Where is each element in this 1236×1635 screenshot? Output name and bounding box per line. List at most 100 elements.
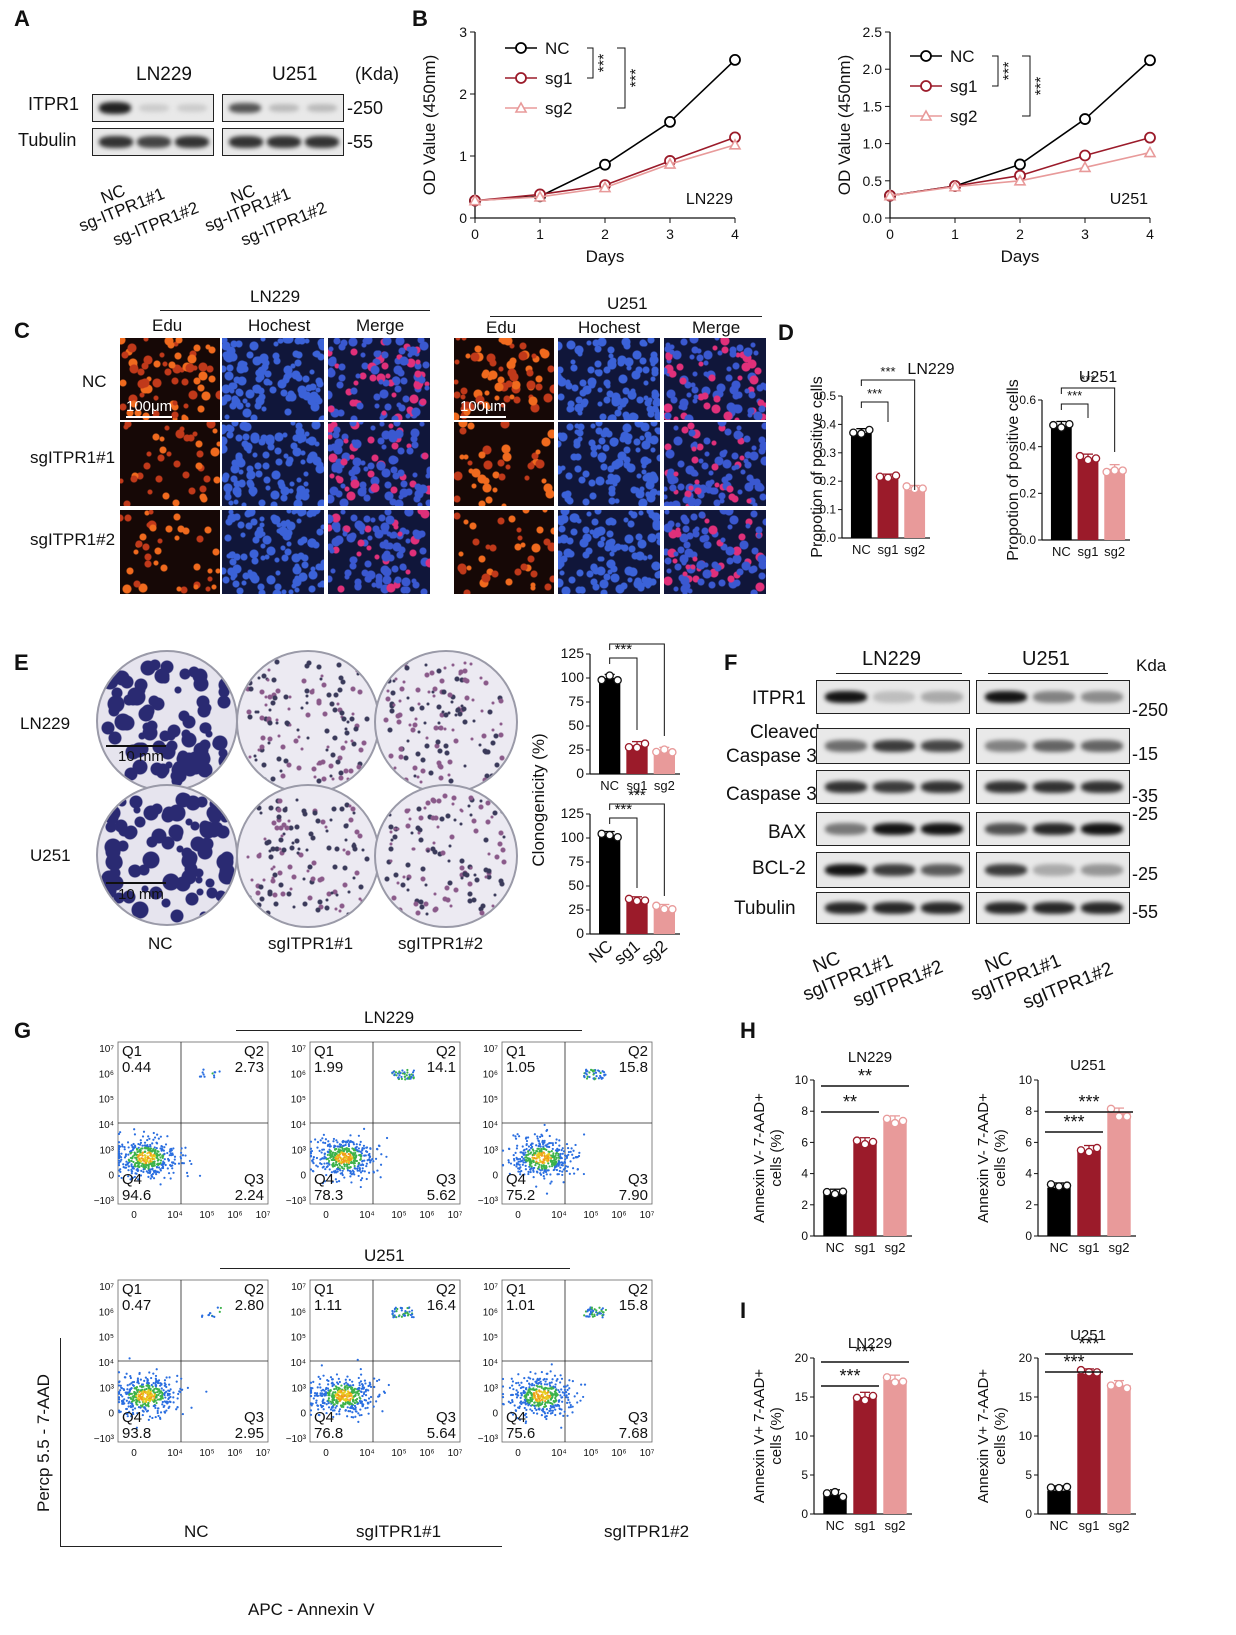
- flow-event: [140, 1164, 143, 1167]
- flow-event: [332, 1140, 335, 1143]
- flow-event: [154, 1391, 157, 1394]
- flow-event: [541, 1401, 544, 1404]
- flow-event: [518, 1157, 522, 1161]
- data-point: [1079, 113, 1091, 125]
- flow-event: [150, 1394, 153, 1397]
- flow-event: [329, 1150, 332, 1153]
- quadrant-label: Q1: [506, 1043, 526, 1060]
- flow-event: [117, 1159, 121, 1162]
- flow-event: [147, 1381, 150, 1385]
- x-category-label: sg1: [1079, 1518, 1100, 1533]
- flow-event: [521, 1159, 524, 1162]
- g-col-sg1: sgITPR1#1: [356, 1522, 442, 1541]
- flow-event: [592, 1309, 595, 1313]
- flow-event: [601, 1307, 604, 1310]
- flow-event: [397, 1076, 400, 1079]
- flow-event: [558, 1390, 561, 1394]
- flow-event: [356, 1401, 359, 1404]
- flow-event: [174, 1162, 177, 1165]
- x-tick-label: 10⁷: [256, 1448, 270, 1459]
- flow-event: [566, 1388, 569, 1392]
- quadrant-label: Q4: [314, 1171, 334, 1188]
- data-point: [663, 157, 677, 169]
- flow-event: [558, 1139, 561, 1142]
- flow-event: [159, 1135, 162, 1138]
- flow-event: [130, 1164, 133, 1168]
- x-category-label: sg1: [878, 542, 899, 557]
- y-tick-label: 10⁷: [483, 1044, 498, 1055]
- flow-event: [169, 1152, 172, 1155]
- flow-event: [538, 1153, 541, 1157]
- flow-event: [141, 1162, 144, 1165]
- flow-event: [531, 1148, 534, 1151]
- y-axis-label: cells (%): [992, 1129, 1009, 1187]
- flow-event: [149, 1152, 152, 1155]
- y-tick-label: 75: [568, 693, 584, 709]
- flow-event: [518, 1163, 521, 1166]
- flow-event: [331, 1399, 334, 1403]
- y-axis-label: Propotion of positive cells: [809, 376, 826, 557]
- blot-band: [873, 781, 915, 793]
- flow-event: [159, 1156, 162, 1159]
- flow-event: [549, 1384, 552, 1387]
- flow-event: [135, 1147, 139, 1150]
- flow-event: [143, 1379, 146, 1382]
- flow-event: [556, 1149, 559, 1153]
- flow-event: [394, 1071, 398, 1074]
- flow-event: [545, 1378, 548, 1381]
- flow-event: [129, 1387, 132, 1391]
- flow-event: [354, 1393, 357, 1397]
- micro-tile-0-1-0: [222, 338, 324, 420]
- flow-event: [130, 1168, 133, 1172]
- y-tick-label: 0.5: [819, 389, 836, 403]
- flow-event: [404, 1078, 407, 1081]
- flow-event: [159, 1147, 162, 1150]
- flow-event: [353, 1156, 356, 1159]
- x-category-label: NC: [1050, 1518, 1069, 1533]
- micro-tile-1-0-0: [454, 338, 554, 420]
- flow-event: [534, 1372, 537, 1375]
- flow-event: [367, 1384, 370, 1388]
- flow-event: [360, 1373, 363, 1376]
- flow-event: [515, 1165, 518, 1168]
- flow-event: [543, 1177, 546, 1180]
- flow-event: [528, 1386, 531, 1389]
- bar-NC: [850, 432, 872, 538]
- flow-event: [320, 1364, 323, 1367]
- flow-event: [316, 1141, 320, 1144]
- flow-event: [531, 1142, 534, 1145]
- blot-band: [1033, 740, 1075, 752]
- flow-event: [599, 1071, 602, 1075]
- flow-event: [344, 1386, 347, 1389]
- flow-event: [398, 1314, 401, 1317]
- flow-event: [339, 1172, 342, 1175]
- flow-event: [313, 1394, 317, 1397]
- data-dot: [1122, 1384, 1132, 1393]
- flow-event: [159, 1397, 162, 1400]
- flow-event: [584, 1072, 587, 1075]
- flow-event: [344, 1388, 347, 1392]
- quadrant-value: 78.3: [314, 1187, 343, 1204]
- flow-event: [576, 1401, 579, 1404]
- flow-event: [156, 1398, 159, 1401]
- flow-event: [167, 1392, 170, 1396]
- f-row-caspase3-cl: Caspase 3: [726, 746, 817, 767]
- f-blot-3-0: [816, 812, 970, 846]
- flow-event: [335, 1413, 338, 1416]
- legend-marker: [919, 109, 933, 121]
- y-tick-label: −10³: [94, 1434, 115, 1445]
- flow-event: [519, 1173, 522, 1176]
- flow-event: [159, 1159, 163, 1162]
- panel-a-label: A: [14, 6, 30, 31]
- x-category-label: sg2: [638, 937, 671, 969]
- flow-event: [532, 1167, 535, 1170]
- y-tick-label: 2: [801, 1198, 808, 1212]
- y-tick-label: 10⁶: [291, 1069, 306, 1080]
- flow-event: [529, 1164, 532, 1167]
- flow-event: [186, 1175, 189, 1178]
- flow-event: [549, 1182, 552, 1185]
- c-col-hoechst-2: Hochest: [578, 318, 641, 337]
- data-dot: [1057, 423, 1066, 432]
- blot-band: [873, 740, 915, 752]
- data-point: [1014, 158, 1026, 171]
